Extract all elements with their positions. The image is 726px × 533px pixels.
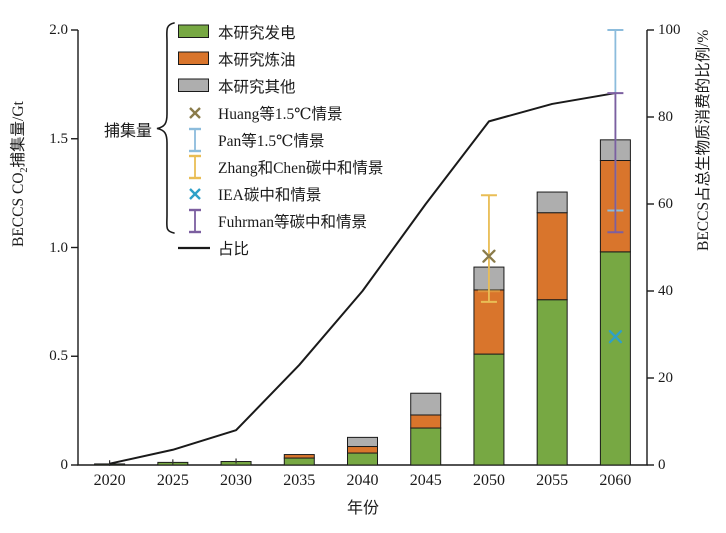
- legend-marker: [178, 51, 212, 66]
- right-tick-label: 60: [658, 196, 673, 212]
- x-tick-label: 2030: [220, 472, 253, 489]
- x-marker: [608, 330, 623, 344]
- legend-errorbar-icon: [189, 154, 201, 179]
- right-tick-label: 80: [658, 109, 673, 125]
- bar-segment-1-2035: [283, 454, 315, 459]
- legend-glyph-line: [189, 187, 201, 200]
- proportion-line: [109, 92, 616, 465]
- legend-swatch-icon: [178, 78, 209, 92]
- right-tick-label: 0: [658, 457, 666, 473]
- legend-item: 本研究炼油: [178, 45, 383, 72]
- bar-segment-1-2045: [410, 414, 442, 429]
- legend-x-marker-icon: [189, 106, 201, 119]
- x-tick-label: 2060: [599, 472, 632, 489]
- legend-item-label: 占比: [218, 240, 250, 258]
- legend-item: Zhang和Chen碳中和情景: [178, 153, 383, 180]
- legend-item-label: 本研究炼油: [218, 51, 296, 69]
- left-tick-label: 1.0: [49, 239, 68, 256]
- legend-item: Huang等1.5℃情景: [178, 99, 383, 126]
- bar-segment-2-2045: [410, 392, 442, 416]
- x-tick-label: 2045: [409, 472, 442, 489]
- bar-segment-2-2040: [347, 436, 378, 448]
- legend-errorbar-icon: [189, 127, 201, 152]
- bar-segment-0-2055: [536, 299, 568, 466]
- legend-swatch: [178, 24, 209, 38]
- x-tick-label: 2025: [156, 472, 189, 489]
- bar-segment-0-2045: [410, 427, 442, 466]
- capture-group-brace-icon: [156, 22, 175, 234]
- bar-segment-1-2040: [347, 446, 378, 454]
- legend-item-label: 本研究发电: [218, 24, 296, 42]
- bar-segment-0-2050: [473, 353, 505, 466]
- x-tick-label: 2020: [93, 472, 126, 489]
- x-tick-label: 2050: [472, 472, 505, 489]
- left-tick-label: 1.5: [49, 130, 68, 147]
- legend-marker: [178, 245, 212, 251]
- bar-segment-2-2055: [536, 191, 568, 214]
- legend-swatch: [178, 78, 209, 92]
- x-axis-title: 年份: [346, 500, 380, 517]
- legend-swatch: [178, 51, 209, 65]
- legend-marker: [178, 105, 212, 121]
- legend-item: 本研究其他: [178, 72, 383, 99]
- right-tick-label: 40: [658, 283, 673, 299]
- legend-item: Fuhrman等碳中和情景: [178, 207, 383, 234]
- x-tick-label: 2055: [536, 472, 569, 489]
- legend-errorbar-icon: [189, 208, 201, 233]
- legend-item: 本研究发电: [178, 18, 383, 45]
- bar-segment-0-2035: [283, 457, 315, 466]
- legend-group-label: 捕集量: [103, 123, 152, 140]
- legend-glyph-line: [189, 106, 201, 119]
- legend-item: IEA碳中和情景: [178, 180, 383, 207]
- right-tick-label: 100: [658, 22, 681, 38]
- legend-item-label: 本研究其他: [218, 78, 296, 96]
- bar-segment-1-2055: [536, 212, 568, 301]
- legend-marker: [178, 127, 212, 153]
- legend-marker: [178, 78, 212, 93]
- legend-item-label: Huang等1.5℃情景: [218, 105, 343, 123]
- legend-item: 占比: [178, 234, 383, 261]
- legend-item-label: Pan等1.5℃情景: [218, 132, 325, 150]
- right-tick-label: 20: [658, 370, 673, 386]
- left-tick-label: 0.5: [49, 348, 68, 365]
- left-tick-label: 0: [60, 457, 69, 473]
- x-tick-label: 2040: [346, 472, 379, 489]
- legend-item-label: Fuhrman等碳中和情景: [218, 213, 367, 231]
- legend-item-label: Zhang和Chen碳中和情景: [218, 159, 384, 177]
- legend-marker: [178, 154, 212, 180]
- legend-swatch-icon: [178, 24, 209, 38]
- legend-item: Pan等1.5℃情景: [178, 126, 383, 153]
- legend-marker: [178, 24, 212, 39]
- legend-item-label: IEA碳中和情景: [218, 186, 322, 204]
- x-tick-label: 2035: [283, 472, 316, 489]
- x-marker: [482, 249, 496, 263]
- legend-line-icon: [178, 246, 210, 249]
- bar-segment-0-2060: [599, 251, 631, 466]
- legend-x-marker-icon: [189, 187, 201, 200]
- legend-swatch-icon: [178, 51, 209, 65]
- bar-segment-0-2040: [347, 452, 378, 466]
- legend: 本研究发电本研究炼油本研究其他 Huang等1.5℃情景 Pan等1.5℃情景 Zha…: [178, 18, 383, 261]
- legend-marker: [178, 186, 212, 202]
- left-tick-label: 2.0: [49, 22, 68, 38]
- legend-marker: [178, 208, 212, 234]
